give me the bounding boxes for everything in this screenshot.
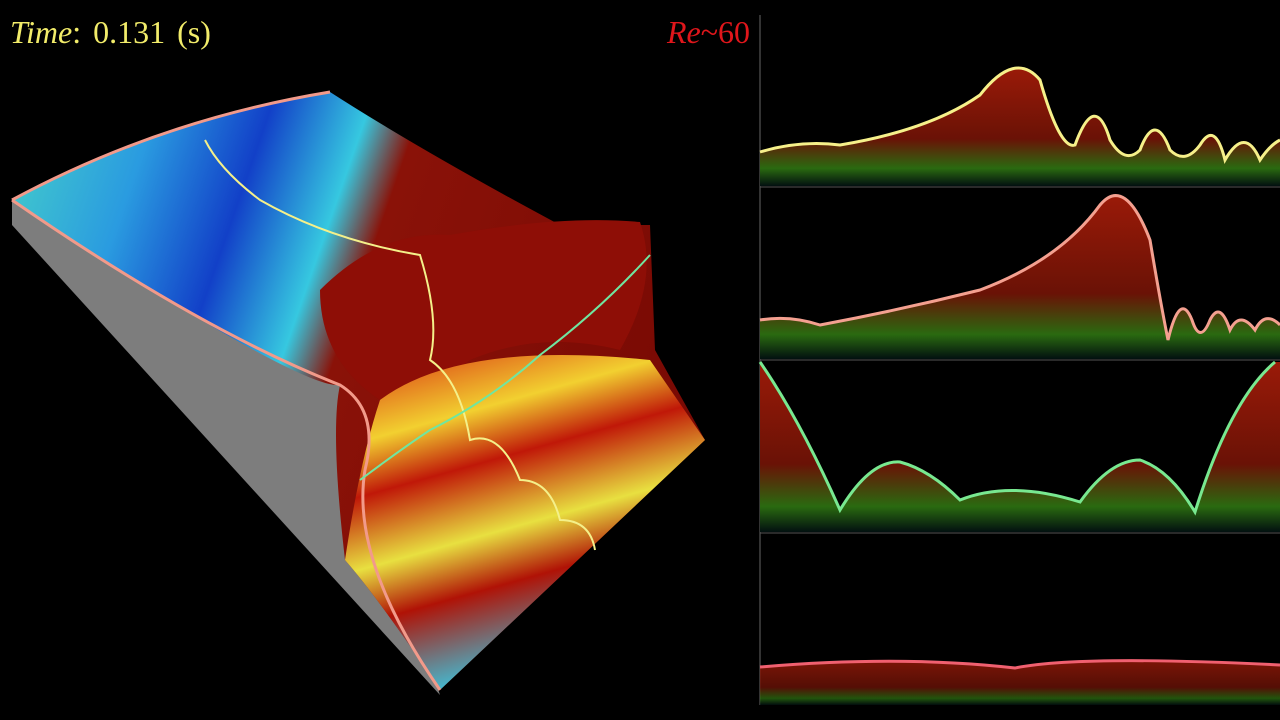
reynolds-value: 60 xyxy=(718,14,750,50)
slab xyxy=(12,200,440,695)
time-unit: (s) xyxy=(177,14,211,50)
profile-curve xyxy=(759,659,1280,670)
profile-fill xyxy=(760,660,1280,705)
profile-fill xyxy=(760,195,1280,359)
edge xyxy=(11,198,442,691)
profile-fill xyxy=(760,68,1280,186)
profile-fill xyxy=(760,362,1280,532)
time-readout: Time: 0.131 (s) xyxy=(10,14,211,51)
red-blob xyxy=(320,220,647,400)
profile-curve xyxy=(758,360,1276,516)
probe-line xyxy=(359,254,651,481)
reynolds-relation: ~ xyxy=(700,14,718,50)
time-label: Time xyxy=(10,14,73,50)
probe-line xyxy=(204,139,596,551)
reynolds-readout: Re~60 xyxy=(667,14,750,51)
profile-curve xyxy=(759,194,1280,341)
edge xyxy=(11,90,331,202)
separator: : xyxy=(72,14,82,50)
wave-region xyxy=(345,355,705,690)
profile-curve xyxy=(759,66,1280,164)
time-value: 0.131 xyxy=(93,14,166,50)
reynolds-symbol: Re xyxy=(666,14,701,50)
